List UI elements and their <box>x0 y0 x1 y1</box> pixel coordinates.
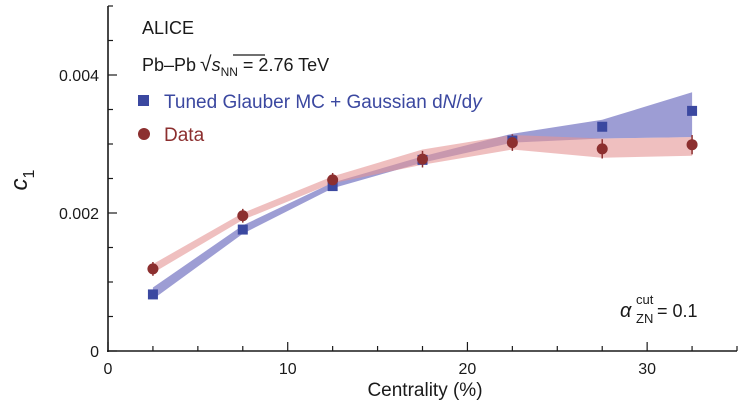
marker-data-0 <box>147 263 158 274</box>
sqrt-symbol: √ <box>200 53 212 76</box>
y-tick-label-2: 0.004 <box>59 68 99 85</box>
y-axis-title-sub: 1 <box>21 169 38 178</box>
band-model <box>153 92 692 299</box>
alpha-value: = 0.1 <box>657 301 698 321</box>
collision-system-label: Pb–Pb √sNN = 2.76 TeV <box>142 53 329 79</box>
alpha-cut-label: α cut ZN = 0.1 <box>620 292 698 326</box>
y-tick-label-0: 0 <box>90 344 99 361</box>
s-subscript: NN <box>221 65 238 79</box>
legend-marker-data <box>138 128 150 140</box>
experiment-label: ALICE <box>142 18 194 38</box>
marker-model-0 <box>148 289 158 299</box>
svg-text:c1: c1 <box>6 169 38 190</box>
marker-data-2 <box>327 174 338 185</box>
alpha-symbol: α <box>620 300 632 322</box>
svg-text:α: α <box>620 300 632 322</box>
marker-model-6 <box>687 106 697 116</box>
alpha-superscript: cut <box>636 292 654 307</box>
legend: Tuned Glauber MC + Gaussian dN/dy Data <box>138 92 483 146</box>
legend-label-data: Data <box>164 125 205 146</box>
marker-data-4 <box>507 137 518 148</box>
marker-data-6 <box>687 139 698 150</box>
x-tick-label-0: 0 <box>104 361 113 378</box>
x-tick-label-30: 30 <box>638 361 656 378</box>
uncertainty-bands <box>153 92 692 299</box>
marker-data-1 <box>237 210 248 221</box>
marker-model-1 <box>238 225 248 235</box>
y-axis-title: c1 <box>6 169 38 190</box>
tick-labels: 0 10 20 30 0 0.002 0.004 <box>59 68 656 378</box>
x-tick-label-20: 20 <box>459 361 477 378</box>
marker-data-3 <box>417 154 428 165</box>
svg-text:Pb–Pb√sNN = 2.76 TeV: Pb–Pb √sNN = 2.76 TeV <box>142 53 329 79</box>
marker-data-5 <box>597 143 608 154</box>
y-tick-label-1: 0.002 <box>59 206 99 223</box>
legend-marker-model <box>138 95 149 106</box>
s-letter: s <box>212 55 221 75</box>
legend-label-model: Tuned Glauber MC + Gaussian dN/dy <box>164 92 483 113</box>
alpha-subscript: ZN <box>636 311 653 326</box>
system-suffix: = 2.76 TeV <box>238 55 329 75</box>
system-prefix: Pb–Pb <box>142 55 196 75</box>
marker-model-5 <box>597 122 607 132</box>
x-tick-label-10: 10 <box>279 361 297 378</box>
x-axis-title: Centrality (%) <box>367 380 482 401</box>
y-axis-title-main: c <box>6 178 33 190</box>
